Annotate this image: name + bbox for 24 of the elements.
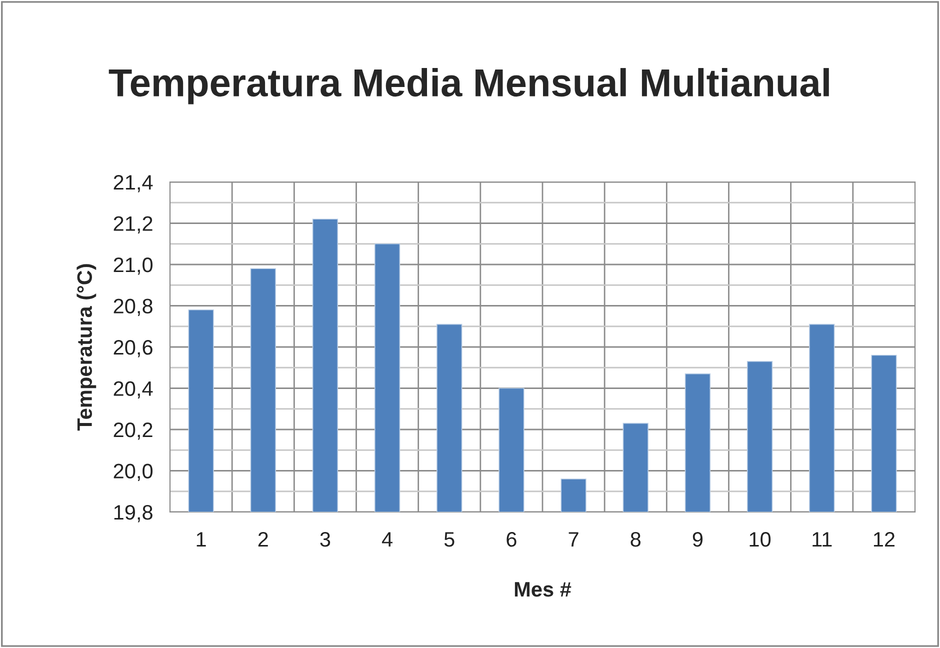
x-tick-label: 3 bbox=[320, 532, 330, 547]
y-tick-label: 20,8 bbox=[114, 298, 152, 316]
x-tick-label: 9 bbox=[692, 532, 703, 547]
y-axis-title: Temperatura (°C) bbox=[76, 264, 96, 431]
y-tick-label: 20,6 bbox=[114, 340, 152, 358]
x-tick-label: 11 bbox=[812, 532, 832, 547]
x-tick-label: 4 bbox=[382, 532, 392, 547]
x-tick-label: 5 bbox=[444, 532, 454, 547]
y-tick-label: 21,0 bbox=[114, 258, 153, 275]
x-tick-label: 1 bbox=[196, 532, 206, 547]
x-tick-label: 12 bbox=[874, 532, 894, 547]
y-tick-label: 20,4 bbox=[114, 381, 153, 398]
y-tick-label: 21,2 bbox=[114, 216, 152, 234]
x-tick-label: 6 bbox=[506, 532, 516, 547]
x-tick-label: 8 bbox=[630, 532, 641, 547]
x-tick-label: 7 bbox=[568, 532, 578, 547]
y-tick-label: 20,0 bbox=[114, 464, 153, 481]
y-tick-label: 20,2 bbox=[114, 422, 152, 440]
x-tick-label: 2 bbox=[258, 532, 268, 547]
x-tick-label: 10 bbox=[750, 532, 771, 547]
x-axis-title: Mes # bbox=[514, 582, 572, 597]
y-tick-label: 21,4 bbox=[114, 175, 153, 192]
chart-title: Temperatura Media Mensual Multianual bbox=[108, 68, 829, 104]
y-tick-label: 19,8 bbox=[114, 505, 152, 522]
